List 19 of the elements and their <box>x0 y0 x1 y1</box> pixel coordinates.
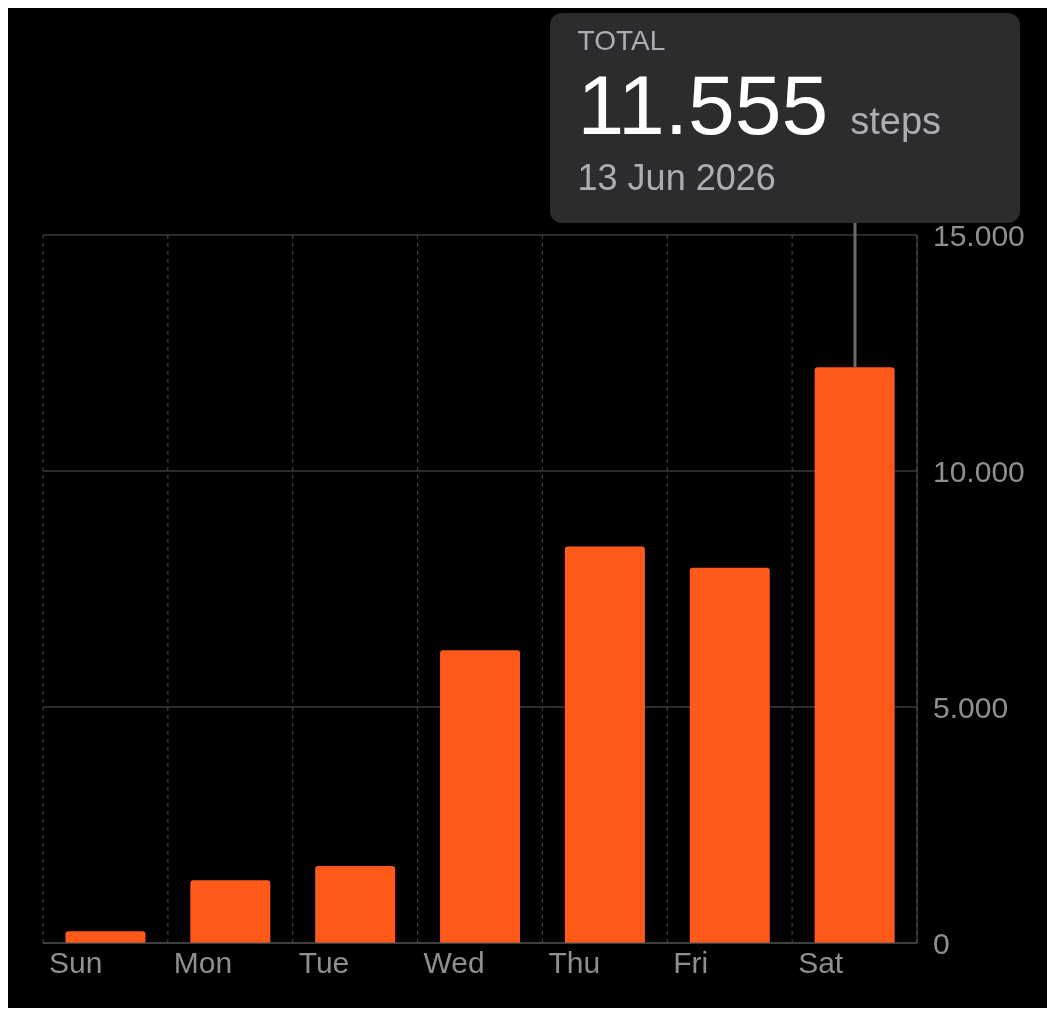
bar <box>440 650 521 943</box>
y-tick-label: 15.000 <box>933 218 1025 252</box>
bar <box>814 367 895 943</box>
bar <box>65 931 146 943</box>
x-tick-label: Sun <box>49 946 103 979</box>
x-tick-label: Wed <box>423 946 485 979</box>
x-tick-label: Fri <box>673 946 709 979</box>
bar <box>315 866 396 943</box>
bar <box>190 880 271 943</box>
x-tick-label: Tue <box>298 946 350 979</box>
y-tick-label: 5.000 <box>933 690 1009 724</box>
x-tick-label: Mon <box>173 946 233 979</box>
bar <box>564 546 645 943</box>
x-tick-label: Sat <box>798 946 844 979</box>
y-tick-label: 10.000 <box>933 454 1025 488</box>
bar <box>689 567 770 943</box>
x-tick-label: Thu <box>548 946 601 979</box>
y-tick-label: 0 <box>933 926 950 960</box>
annotation: 11.555 <box>577 58 829 152</box>
